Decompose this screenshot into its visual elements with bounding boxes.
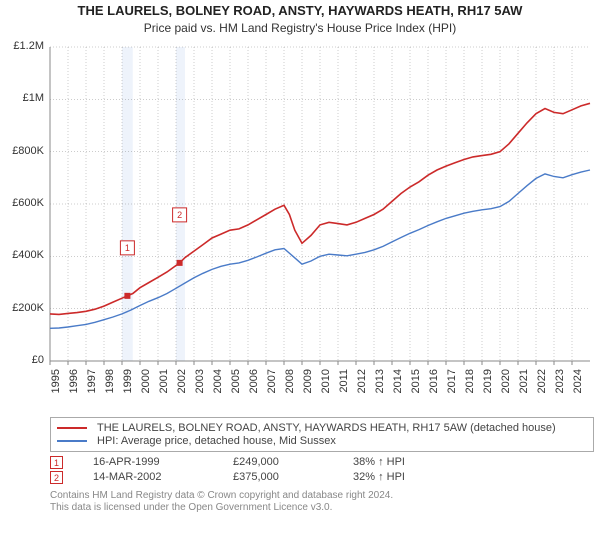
x-axis-label: 2015 bbox=[410, 369, 422, 399]
sale-delta: 38% ↑ HPI bbox=[353, 456, 405, 468]
legend: THE LAURELS, BOLNEY ROAD, ANSTY, HAYWARD… bbox=[50, 417, 594, 452]
sale-row: 2 14-MAR-2002£375,00032% ↑ HPI bbox=[50, 471, 594, 484]
plot-svg: 12 bbox=[6, 41, 594, 411]
x-axis-label: 2001 bbox=[158, 369, 170, 399]
y-axis-label: £1.2M bbox=[6, 40, 44, 52]
x-axis-label: 2017 bbox=[446, 369, 458, 399]
x-axis-label: 2021 bbox=[518, 369, 530, 399]
x-axis-label: 2014 bbox=[392, 369, 404, 399]
x-axis-label: 1997 bbox=[86, 369, 98, 399]
x-axis-label: 1999 bbox=[122, 369, 134, 399]
x-axis-label: 2003 bbox=[194, 369, 206, 399]
footnote-line1: Contains HM Land Registry data © Crown c… bbox=[50, 490, 393, 501]
x-axis-label: 2005 bbox=[230, 369, 242, 399]
plot-area: 12 £0£200K£400K£600K£800K£1M£1.2M1995199… bbox=[6, 41, 594, 411]
x-axis-label: 1995 bbox=[50, 369, 62, 399]
x-axis-label: 1996 bbox=[68, 369, 80, 399]
sale-price: £249,000 bbox=[233, 456, 353, 468]
y-axis-label: £400K bbox=[6, 249, 44, 261]
x-axis-label: 1998 bbox=[104, 369, 116, 399]
sale-date: 16-APR-1999 bbox=[93, 456, 233, 468]
x-axis-label: 2024 bbox=[572, 369, 584, 399]
x-axis-label: 2022 bbox=[536, 369, 548, 399]
sale-price: £375,000 bbox=[233, 471, 353, 483]
legend-swatch bbox=[57, 427, 87, 429]
marker-label: 2 bbox=[177, 210, 182, 220]
x-axis-label: 2013 bbox=[374, 369, 386, 399]
x-axis-label: 2002 bbox=[176, 369, 188, 399]
x-axis-label: 2011 bbox=[338, 369, 350, 399]
marker-label: 1 bbox=[125, 243, 130, 253]
legend-row: HPI: Average price, detached house, Mid … bbox=[57, 435, 587, 447]
y-axis-label: £800K bbox=[6, 145, 44, 157]
y-axis-label: £0 bbox=[6, 354, 44, 366]
y-axis-label: £200K bbox=[6, 302, 44, 314]
x-axis-label: 2000 bbox=[140, 369, 152, 399]
x-axis-label: 2010 bbox=[320, 369, 332, 399]
sale-delta: 32% ↑ HPI bbox=[353, 471, 405, 483]
chart-subtitle: Price paid vs. HM Land Registry's House … bbox=[6, 21, 594, 35]
sale-marker: 2 bbox=[50, 471, 63, 484]
x-axis-label: 2018 bbox=[464, 369, 476, 399]
sales-list: 1 16-APR-1999£249,00038% ↑ HPI 2 14-MAR-200… bbox=[6, 456, 594, 484]
legend-label: THE LAURELS, BOLNEY ROAD, ANSTY, HAYWARD… bbox=[97, 422, 556, 434]
footnote-line2: This data is licensed under the Open Gov… bbox=[50, 502, 332, 513]
x-axis-label: 2008 bbox=[284, 369, 296, 399]
y-axis-label: £1M bbox=[6, 92, 44, 104]
chart-container: THE LAURELS, BOLNEY ROAD, ANSTY, HAYWARD… bbox=[0, 0, 600, 560]
y-axis-label: £600K bbox=[6, 197, 44, 209]
legend-swatch bbox=[57, 440, 87, 442]
sale-date: 14-MAR-2002 bbox=[93, 471, 233, 483]
x-axis-label: 2004 bbox=[212, 369, 224, 399]
x-axis-label: 2006 bbox=[248, 369, 260, 399]
x-axis-label: 2019 bbox=[482, 369, 494, 399]
legend-row: THE LAURELS, BOLNEY ROAD, ANSTY, HAYWARD… bbox=[57, 422, 587, 434]
x-axis-label: 2012 bbox=[356, 369, 368, 399]
x-axis-label: 2020 bbox=[500, 369, 512, 399]
sale-row: 1 16-APR-1999£249,00038% ↑ HPI bbox=[50, 456, 594, 469]
footnote: Contains HM Land Registry data © Crown c… bbox=[50, 490, 594, 515]
x-axis-label: 2009 bbox=[302, 369, 314, 399]
sale-marker: 1 bbox=[50, 456, 63, 469]
legend-label: HPI: Average price, detached house, Mid … bbox=[97, 435, 336, 447]
x-axis-label: 2007 bbox=[266, 369, 278, 399]
x-axis-label: 2023 bbox=[554, 369, 566, 399]
chart-title: THE LAURELS, BOLNEY ROAD, ANSTY, HAYWARD… bbox=[6, 4, 594, 19]
x-axis-label: 2016 bbox=[428, 369, 440, 399]
